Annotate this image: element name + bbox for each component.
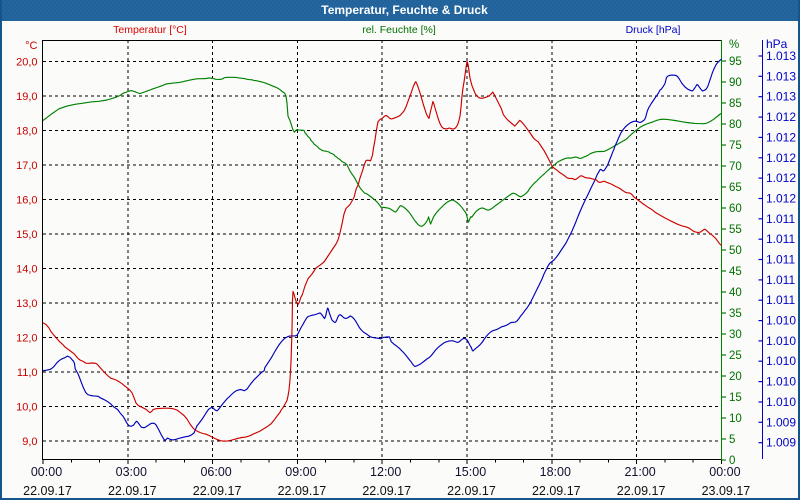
svg-text:%: % — [729, 39, 739, 51]
svg-text:55: 55 — [729, 224, 742, 236]
svg-text:17,0: 17,0 — [16, 160, 37, 172]
svg-text:1.011: 1.011 — [766, 293, 795, 307]
svg-text:1.013: 1.013 — [766, 49, 796, 63]
svg-text:40: 40 — [729, 287, 742, 299]
svg-text:1.011: 1.011 — [766, 273, 795, 287]
svg-text:35: 35 — [729, 308, 742, 320]
svg-text:20,0: 20,0 — [16, 56, 37, 68]
svg-text:1.010: 1.010 — [766, 334, 796, 348]
svg-text:5: 5 — [729, 434, 735, 446]
svg-text:1.010: 1.010 — [766, 314, 796, 328]
svg-text:25: 25 — [729, 350, 742, 362]
svg-text:22.09.17: 22.09.17 — [362, 484, 411, 498]
svg-text:22.09.17: 22.09.17 — [23, 484, 72, 498]
svg-text:0: 0 — [729, 455, 735, 467]
svg-text:9,0: 9,0 — [22, 436, 37, 448]
svg-text:14,0: 14,0 — [16, 263, 37, 275]
svg-text:°C: °C — [25, 40, 37, 52]
svg-text:22.09.17: 22.09.17 — [617, 484, 666, 498]
svg-text:13,0: 13,0 — [16, 298, 37, 310]
svg-text:23.09.17: 23.09.17 — [702, 484, 751, 498]
svg-text:22.09.17: 22.09.17 — [447, 484, 496, 498]
svg-text:22.09.17: 22.09.17 — [108, 484, 157, 498]
svg-text:50: 50 — [729, 245, 742, 257]
svg-text:1.013: 1.013 — [766, 69, 796, 83]
svg-text:21:00: 21:00 — [624, 465, 655, 479]
svg-text:rel. Feuchte [%]: rel. Feuchte [%] — [362, 24, 436, 36]
svg-text:15:00: 15:00 — [455, 465, 486, 479]
svg-text:1.010: 1.010 — [766, 354, 796, 368]
svg-text:18,0: 18,0 — [16, 125, 37, 137]
svg-text:15,0: 15,0 — [16, 229, 37, 241]
svg-text:12:00: 12:00 — [370, 465, 401, 479]
svg-text:22.09.17: 22.09.17 — [278, 484, 327, 498]
svg-text:30: 30 — [729, 329, 742, 341]
svg-text:18:00: 18:00 — [540, 465, 571, 479]
svg-text:10: 10 — [729, 413, 742, 425]
svg-text:85: 85 — [729, 98, 742, 110]
svg-text:20: 20 — [729, 371, 742, 383]
svg-text:Temperatur [°C]: Temperatur [°C] — [113, 24, 187, 36]
svg-text:1.010: 1.010 — [766, 375, 796, 389]
svg-text:03:00: 03:00 — [116, 465, 147, 479]
svg-text:1.012: 1.012 — [766, 151, 796, 165]
svg-text:1.009: 1.009 — [766, 415, 796, 429]
svg-text:11,0: 11,0 — [17, 367, 38, 379]
svg-text:19,0: 19,0 — [16, 91, 37, 103]
svg-text:1.012: 1.012 — [766, 130, 796, 144]
svg-text:1.012: 1.012 — [766, 171, 796, 185]
svg-text:1.013: 1.013 — [766, 90, 796, 104]
svg-text:06:00: 06:00 — [200, 465, 231, 479]
svg-text:70: 70 — [729, 161, 742, 173]
svg-text:65: 65 — [729, 182, 742, 194]
svg-text:90: 90 — [729, 77, 742, 89]
svg-text:00:00: 00:00 — [709, 465, 740, 479]
svg-text:1.009: 1.009 — [766, 436, 796, 450]
svg-text:09:00: 09:00 — [285, 465, 316, 479]
svg-text:1.012: 1.012 — [766, 192, 796, 206]
svg-text:1.010: 1.010 — [766, 395, 796, 409]
svg-text:Druck [hPa]: Druck [hPa] — [626, 24, 681, 36]
svg-text:00:00: 00:00 — [31, 465, 62, 479]
svg-text:75: 75 — [729, 140, 742, 152]
svg-text:1.011: 1.011 — [766, 253, 795, 267]
svg-text:16,0: 16,0 — [16, 194, 37, 206]
svg-text:hPa: hPa — [766, 37, 788, 51]
svg-text:1.011: 1.011 — [766, 232, 795, 246]
svg-text:80: 80 — [729, 119, 742, 131]
svg-text:60: 60 — [729, 203, 742, 215]
svg-text:1.011: 1.011 — [766, 212, 795, 226]
svg-text:22.09.17: 22.09.17 — [193, 484, 242, 498]
svg-text:15: 15 — [729, 392, 742, 404]
svg-text:10,0: 10,0 — [16, 401, 37, 413]
svg-text:45: 45 — [729, 266, 742, 278]
svg-text:22.09.17: 22.09.17 — [532, 484, 581, 498]
svg-text:1.012: 1.012 — [766, 110, 796, 124]
svg-text:12,0: 12,0 — [16, 332, 37, 344]
svg-text:95: 95 — [729, 56, 742, 68]
